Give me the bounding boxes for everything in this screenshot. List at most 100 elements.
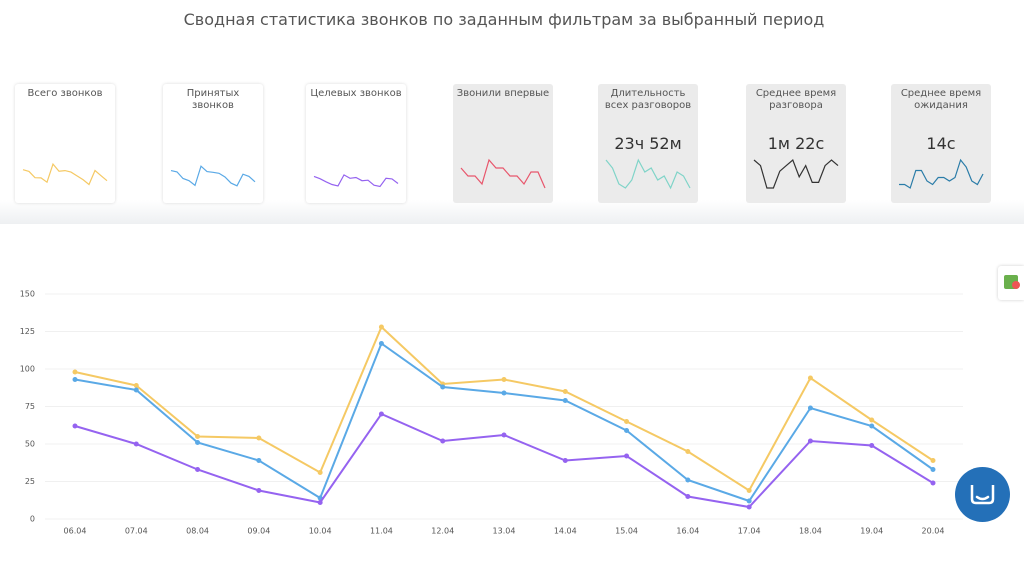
series-line xyxy=(74,341,934,503)
data-point xyxy=(317,470,323,475)
stat-card: Звонили впервые xyxy=(453,84,553,203)
data-point xyxy=(72,377,78,382)
card-label: Принятых звонков xyxy=(186,88,240,111)
y-tick-label: 50 xyxy=(25,440,35,449)
data-point xyxy=(807,438,813,444)
data-point xyxy=(930,467,936,472)
divider xyxy=(0,200,1024,224)
stat-card: Среднее время ожидания 14с xyxy=(891,84,991,203)
card-label: Длительность всех разговоров xyxy=(604,88,692,111)
x-tick-label: 07.04 xyxy=(125,527,148,536)
sparkline-area xyxy=(899,158,984,189)
data-point xyxy=(440,384,446,390)
x-tick-label: 19.04 xyxy=(860,527,883,536)
x-tick-label: 11.04 xyxy=(370,527,393,536)
data-point xyxy=(256,488,262,493)
data-point xyxy=(501,432,507,438)
sparkline xyxy=(170,165,256,187)
data-point xyxy=(378,324,384,330)
stat-card: Длительность всех разговоров 23ч 52м xyxy=(598,84,698,203)
card-label: Целевых звонков xyxy=(310,88,402,99)
data-point xyxy=(746,504,752,510)
sparkline xyxy=(460,158,546,189)
sparkline xyxy=(313,174,399,188)
data-point xyxy=(746,488,752,493)
sparkline-area xyxy=(460,158,546,189)
chart: 0 25 50 75 100 125 150 06.04 07.04 08.04 09.04 10.0… xyxy=(20,290,963,536)
sparkline-area xyxy=(22,162,108,186)
stat-card: Всего звонков xyxy=(15,84,115,203)
card-label: Среднее время ожидания xyxy=(900,88,982,111)
sparkline-area xyxy=(313,174,399,188)
data-point xyxy=(930,480,936,486)
y-tick-label: 150 xyxy=(20,290,35,299)
x-tick-label: 17.04 xyxy=(738,527,761,536)
card-value: 14с xyxy=(926,134,956,153)
page-title: Сводная статистика звонков по заданным ф… xyxy=(183,10,825,29)
data-point xyxy=(72,423,78,429)
data-point xyxy=(930,458,936,463)
y-tick-label: 75 xyxy=(25,402,35,411)
data-point xyxy=(72,369,78,375)
data-point xyxy=(195,440,201,445)
stat-card: Среднее время разговора 1м 22с xyxy=(746,84,846,203)
side-widget[interactable] xyxy=(998,266,1024,300)
x-tick-label: 14.04 xyxy=(554,527,577,536)
data-point xyxy=(562,458,568,463)
data-point xyxy=(807,405,813,411)
data-point xyxy=(501,390,507,396)
data-point xyxy=(133,387,139,393)
sparkline xyxy=(753,158,839,189)
y-tick-label: 0 xyxy=(30,515,35,524)
x-tick-label: 10.04 xyxy=(309,527,332,536)
x-tick-label: 20.04 xyxy=(922,527,945,536)
card-value: 23ч 52м xyxy=(614,134,682,153)
data-point xyxy=(685,477,691,483)
series-line xyxy=(74,412,934,509)
data-point xyxy=(317,500,323,505)
y-tick-label: 25 xyxy=(25,477,35,486)
series-line xyxy=(74,325,934,492)
data-point xyxy=(562,398,568,403)
data-point xyxy=(685,449,691,454)
data-point xyxy=(685,494,691,499)
sparkline xyxy=(899,158,984,189)
sparkline xyxy=(22,162,108,186)
card-value: 1м 22с xyxy=(767,134,825,153)
data-point xyxy=(746,498,752,504)
data-point xyxy=(378,411,384,417)
y-tick-label: 125 xyxy=(20,327,35,336)
stat-card: Принятых звонков xyxy=(163,84,263,203)
sparkline-area xyxy=(753,158,839,189)
chat-button[interactable] xyxy=(955,467,1010,522)
x-tick-label: 13.04 xyxy=(493,527,516,536)
card-label: Среднее время разговора xyxy=(755,88,837,111)
stat-card: Целевых звонков xyxy=(306,84,406,203)
x-tick-label: 09.04 xyxy=(247,527,270,536)
x-tick-label: 12.04 xyxy=(431,527,454,536)
data-point xyxy=(807,375,813,381)
x-tick-label: 16.04 xyxy=(676,527,699,536)
card-label: Звонили впервые xyxy=(456,88,550,99)
x-tick-label: 18.04 xyxy=(799,527,822,536)
data-point xyxy=(869,417,875,423)
x-tick-label: 08.04 xyxy=(186,527,209,536)
data-point xyxy=(501,377,507,382)
data-point xyxy=(195,467,201,472)
sparkline-area xyxy=(605,158,691,190)
data-point xyxy=(256,435,262,441)
y-tick-label: 100 xyxy=(20,365,35,374)
data-point xyxy=(378,341,384,346)
x-tick-label: 06.04 xyxy=(64,527,87,536)
data-point xyxy=(562,389,568,394)
data-point xyxy=(440,438,446,444)
data-point xyxy=(195,434,201,439)
data-point xyxy=(869,443,875,448)
data-point xyxy=(256,458,262,463)
sparkline xyxy=(605,158,691,190)
data-point xyxy=(624,428,630,433)
data-point xyxy=(624,453,630,459)
data-point xyxy=(133,441,139,447)
sparkline-area xyxy=(170,165,256,187)
